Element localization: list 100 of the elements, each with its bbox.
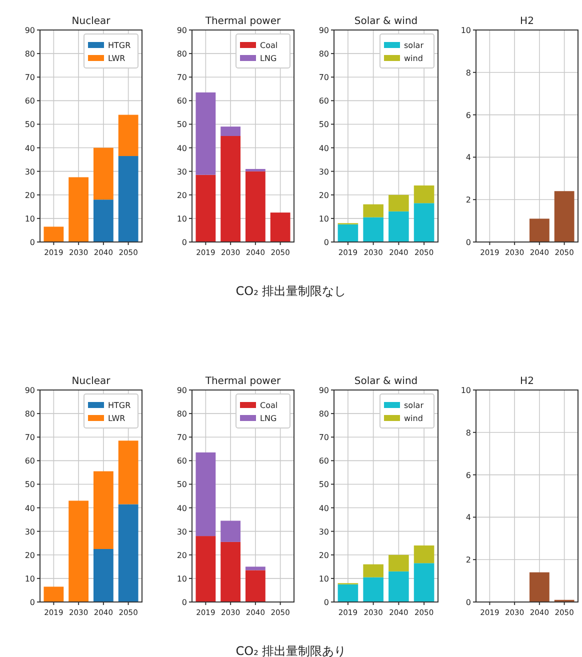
y-tick-label: 20 xyxy=(176,550,187,560)
bar xyxy=(414,185,434,204)
y-tick-label: 70 xyxy=(318,433,329,442)
y-tick-label: 20 xyxy=(176,190,187,200)
y-tick-label: 40 xyxy=(24,144,35,153)
y-tick-label: 90 xyxy=(24,26,35,35)
bar xyxy=(68,177,89,242)
bar xyxy=(388,211,409,242)
y-tick-label: 2 xyxy=(466,556,471,565)
y-tick-label: 60 xyxy=(318,456,329,466)
y-tick-label: 20 xyxy=(318,550,329,560)
legend-label: LNG xyxy=(260,414,277,423)
y-tick-label: 30 xyxy=(318,527,329,536)
y-tick-label: 80 xyxy=(176,410,187,419)
y-tick-label: 30 xyxy=(24,167,35,176)
bar xyxy=(414,563,434,602)
y-tick-label: 0 xyxy=(466,238,471,247)
y-tick-label: 10 xyxy=(460,386,471,395)
bar xyxy=(245,171,266,242)
y-tick-label: 40 xyxy=(176,504,187,513)
y-tick-label: 10 xyxy=(24,214,35,224)
legend-label: wind xyxy=(404,54,423,63)
legend-label: LNG xyxy=(260,54,277,63)
y-tick-label: 40 xyxy=(318,504,329,513)
chart-title: H2 xyxy=(520,16,534,27)
bar xyxy=(93,148,114,200)
bar xyxy=(196,174,216,242)
y-tick-label: 60 xyxy=(176,96,187,106)
chart-title: Solar & wind xyxy=(354,376,418,387)
y-tick-label: 30 xyxy=(24,527,35,536)
bar xyxy=(245,168,266,172)
y-tick-label: 10 xyxy=(460,26,471,35)
bar xyxy=(68,500,89,602)
y-tick-label: 10 xyxy=(176,214,187,224)
chart-title: H2 xyxy=(520,376,534,387)
bar xyxy=(93,549,114,602)
bar xyxy=(118,114,138,156)
y-tick-label: 2 xyxy=(466,196,471,205)
y-tick-label: 50 xyxy=(176,120,187,130)
chart-title: Solar & wind xyxy=(354,16,418,27)
bar xyxy=(220,542,241,602)
y-tick-label: 0 xyxy=(466,598,471,607)
chart-title: Thermal power xyxy=(204,376,282,387)
legend-label: wind xyxy=(404,414,423,423)
y-tick-label: 0 xyxy=(324,238,329,247)
bar xyxy=(245,570,266,602)
y-tick-label: 0 xyxy=(30,598,35,607)
y-tick-label: 50 xyxy=(318,480,329,490)
y-tick-label: 80 xyxy=(318,410,329,419)
bar xyxy=(363,217,384,242)
y-tick-label: 60 xyxy=(176,456,187,466)
y-tick-label: 30 xyxy=(176,527,187,536)
y-tick-label: 70 xyxy=(176,433,187,442)
bar xyxy=(414,545,434,564)
bar xyxy=(196,92,216,175)
y-tick-label: 4 xyxy=(466,513,471,522)
bar xyxy=(196,452,216,536)
y-tick-label: 80 xyxy=(24,50,35,59)
y-tick-label: 60 xyxy=(318,96,329,106)
y-tick-label: 10 xyxy=(24,574,35,584)
chart-title: Thermal power xyxy=(204,16,282,27)
text: CO₂ 排出量制限あり xyxy=(236,644,346,657)
bar xyxy=(363,204,384,218)
bar xyxy=(118,156,138,242)
bar xyxy=(414,203,434,242)
y-tick-label: 90 xyxy=(24,386,35,395)
y-tick-label: 70 xyxy=(24,73,35,82)
y-tick-label: 20 xyxy=(24,550,35,560)
y-tick-label: 30 xyxy=(176,167,187,176)
chart-title: Nuclear xyxy=(72,16,112,27)
y-tick-label: 20 xyxy=(24,190,35,200)
legend-label: Coal xyxy=(260,41,278,50)
bar xyxy=(388,571,409,602)
y-tick-label: 0 xyxy=(324,598,329,607)
y-tick-label: 80 xyxy=(176,50,187,59)
chart-title: Nuclear xyxy=(72,376,112,387)
bar xyxy=(93,471,114,549)
bar xyxy=(44,586,64,602)
y-tick-label: 10 xyxy=(318,214,329,224)
bar xyxy=(245,566,266,570)
legend-label: HTGR xyxy=(108,41,132,50)
bar xyxy=(220,136,241,242)
y-tick-label: 0 xyxy=(182,238,187,247)
y-tick-label: 40 xyxy=(176,144,187,153)
bar xyxy=(270,212,290,242)
y-tick-label: 0 xyxy=(182,598,187,607)
bar xyxy=(388,194,409,212)
y-tick-label: 60 xyxy=(24,456,35,466)
y-tick-label: 70 xyxy=(24,433,35,442)
y-tick-label: 6 xyxy=(466,110,471,120)
y-tick-label: 50 xyxy=(24,120,35,130)
bar xyxy=(338,584,358,602)
bar xyxy=(363,564,384,578)
text: CO₂ 排出量制限なし xyxy=(236,284,346,298)
y-tick-label: 90 xyxy=(176,26,187,35)
y-tick-label: 90 xyxy=(176,386,187,395)
y-tick-label: 20 xyxy=(318,190,329,200)
bar xyxy=(93,200,114,242)
y-tick-label: 0 xyxy=(30,238,35,247)
bar xyxy=(338,224,358,242)
